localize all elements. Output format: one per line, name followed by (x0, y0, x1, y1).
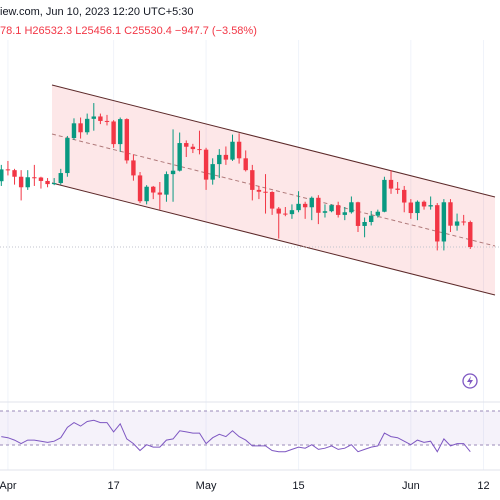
candle-body (0, 169, 4, 182)
candle-body (415, 201, 420, 214)
candle-body (58, 173, 63, 184)
ohlc-legend: 78.1 H26532.3 L25456.1 C25530.4 −947.7 (… (0, 25, 257, 37)
candle-body (104, 120, 110, 122)
x-tick-label: 17 (107, 480, 119, 492)
x-tick-label: 15 (292, 480, 304, 492)
candle-body (322, 211, 328, 213)
rsi-line (1, 419, 471, 453)
channel-fill (52, 85, 495, 295)
candle-body (468, 222, 473, 247)
candle-body (184, 143, 189, 147)
candle-body (157, 192, 163, 195)
candle-body (236, 141, 242, 159)
candle-body (111, 121, 116, 145)
x-tick-label: May (196, 480, 217, 492)
candle-body (190, 146, 196, 150)
candle-body (38, 177, 44, 181)
candle-body (382, 179, 387, 212)
x-tick-label: Jun (402, 480, 420, 492)
candle-body (395, 188, 400, 190)
candle-body (402, 189, 407, 203)
candle-body (230, 141, 235, 160)
candle-body (203, 149, 209, 180)
candle-body (428, 205, 433, 207)
candle-body (243, 158, 248, 171)
candle-body (309, 197, 314, 208)
candle-body (45, 180, 50, 185)
candle-body (461, 221, 466, 223)
candle-body (65, 138, 70, 174)
x-tick-label: Apr (0, 480, 17, 492)
candle-body (131, 160, 136, 176)
header: iew.com, Jun 10, 2023 12:20 UTC+5:30 (0, 6, 194, 18)
x-tick-label: 12 (477, 480, 489, 492)
candle-body (435, 205, 440, 242)
replay-bolt (467, 376, 473, 386)
grid (7, 40, 484, 470)
candle-body (118, 119, 123, 145)
candle-body (342, 212, 347, 215)
candle-body (421, 201, 427, 207)
candle-body (448, 202, 453, 226)
candle-body (217, 154, 222, 165)
candle-body (283, 213, 288, 215)
candle-body (408, 202, 414, 214)
candle-body (5, 169, 11, 171)
candle-body (369, 215, 374, 222)
candle-body (151, 186, 156, 193)
channel-upper (51, 84, 496, 198)
candle-body (12, 170, 17, 177)
candle-body (137, 175, 143, 202)
rsi-band (0, 411, 500, 445)
candle-body (51, 183, 57, 185)
candle-body (289, 210, 295, 215)
candle-body (250, 170, 255, 190)
candle-body (454, 221, 460, 226)
candle-body (355, 202, 361, 226)
candle-body (316, 197, 321, 213)
candle-body (329, 205, 334, 212)
candle-body (223, 154, 229, 160)
candle-body (197, 149, 202, 151)
candle-body (349, 202, 354, 213)
candle-body (388, 179, 394, 189)
candle-body (32, 177, 37, 179)
candle-body (256, 189, 262, 192)
candle-body (296, 203, 301, 211)
rsi-pane (1, 419, 471, 453)
candle-body (375, 211, 381, 216)
candle-body (263, 191, 268, 193)
candle-body (98, 116, 103, 121)
candle-body (18, 176, 24, 188)
candle-body (177, 143, 182, 171)
replay-icon[interactable] (462, 373, 478, 389)
candle-body (335, 205, 341, 215)
candle-body (441, 202, 447, 242)
candle-body (71, 123, 77, 139)
candle-body (164, 174, 169, 195)
candle-body (124, 119, 130, 161)
candle-body (276, 208, 281, 214)
candles (0, 103, 473, 251)
channel-lower (51, 182, 496, 296)
candle-body (84, 118, 90, 133)
candle-body (25, 177, 30, 188)
candle-body (269, 192, 275, 209)
candle-body (362, 222, 367, 226)
candle-body (210, 164, 215, 180)
channel-mid (51, 133, 496, 247)
candle-body (170, 170, 176, 175)
candle-body (78, 123, 83, 133)
candle-body (144, 186, 149, 202)
candle-body (91, 116, 96, 119)
candle-body (302, 203, 308, 208)
